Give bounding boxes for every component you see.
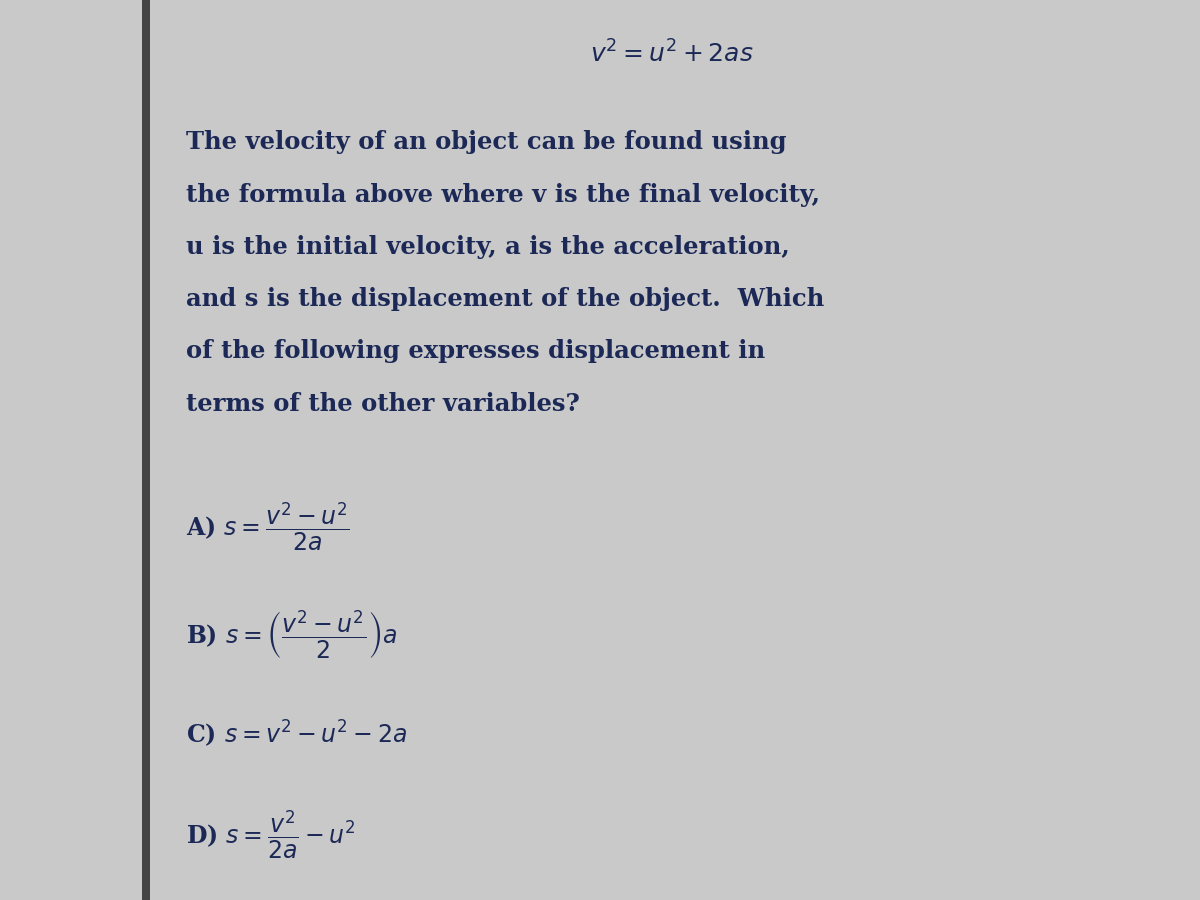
Text: u is the initial velocity, a is the acceleration,: u is the initial velocity, a is the acce… [186,235,790,259]
Text: $v^2 = u^2 + 2as$: $v^2 = u^2 + 2as$ [590,40,754,68]
Text: B) $s = \left(\dfrac{v^2-u^2}{2}\right)a$: B) $s = \left(\dfrac{v^2-u^2}{2}\right)a… [186,608,397,661]
Text: and s is the displacement of the object.  Which: and s is the displacement of the object.… [186,287,824,311]
FancyBboxPatch shape [142,0,150,900]
Text: D) $s = \dfrac{v^2}{2a} - u^2$: D) $s = \dfrac{v^2}{2a} - u^2$ [186,809,355,861]
Text: the formula above where v is the final velocity,: the formula above where v is the final v… [186,183,820,207]
Text: C) $s = v^2 - u^2 - 2a$: C) $s = v^2 - u^2 - 2a$ [186,718,407,749]
Text: A) $s = \dfrac{v^2-u^2}{2a}$: A) $s = \dfrac{v^2-u^2}{2a}$ [186,500,350,553]
Text: terms of the other variables?: terms of the other variables? [186,392,580,416]
Text: The velocity of an object can be found using: The velocity of an object can be found u… [186,130,787,155]
Text: of the following expresses displacement in: of the following expresses displacement … [186,339,766,364]
